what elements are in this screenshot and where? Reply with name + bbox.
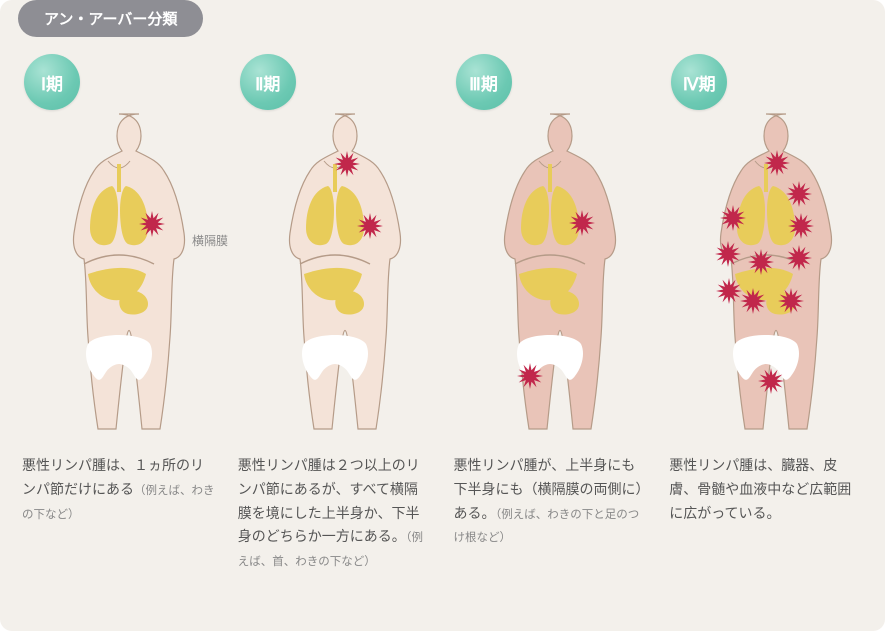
- desc-main: 悪性リンパ腫は、臓器、皮膚、骨髄や血液中など広範囲に広がっている。: [669, 457, 851, 521]
- stage-description: 悪性リンパ腫は、臓器、皮膚、骨髄や血液中など広範囲に広がっている。: [667, 454, 865, 525]
- diaphragm-label: 横隔膜: [190, 232, 230, 249]
- stage-description: 悪性リンパ腫が、上半身にも下半身にも（横隔膜の両側に）ある。（例えば、わきの下と…: [452, 454, 650, 549]
- body-figure: [671, 86, 861, 446]
- stage-grid: Ⅰ期悪性リンパ腫は、１ヵ所のリンパ節だけにある（例えば、わきの下など）Ⅱ期悪性リ…: [20, 54, 865, 643]
- body-figure: [24, 86, 214, 446]
- stage-description: 悪性リンパ腫は２つ以上のリンパ節にあるが、すべて横隔膜を境にした上半身か、下半身…: [236, 454, 434, 573]
- desc-main: 悪性リンパ腫は２つ以上のリンパ節にあるが、すべて横隔膜を境にした上半身か、下半身…: [238, 457, 420, 544]
- body-figure: [455, 86, 645, 446]
- stage-description: 悪性リンパ腫は、１ヵ所のリンパ節だけにある（例えば、わきの下など）: [20, 454, 218, 525]
- stage-column: Ⅱ期悪性リンパ腫は２つ以上のリンパ節にあるが、すべて横隔膜を境にした上半身か、下…: [236, 54, 434, 643]
- body-figure: [240, 86, 430, 446]
- stage-column: Ⅰ期悪性リンパ腫は、１ヵ所のリンパ節だけにある（例えば、わきの下など）: [20, 54, 218, 643]
- stage-column: Ⅳ期悪性リンパ腫は、臓器、皮膚、骨髄や血液中など広範囲に広がっている。: [667, 54, 865, 643]
- panel-title: アン・アーバー分類: [18, 0, 203, 37]
- diagram-panel: アン・アーバー分類 横隔膜 Ⅰ期悪性リンパ腫は、１ヵ所のリンパ節だけにある（例え…: [0, 0, 885, 631]
- stage-column: Ⅲ期悪性リンパ腫が、上半身にも下半身にも（横隔膜の両側に）ある。（例えば、わきの…: [452, 54, 650, 643]
